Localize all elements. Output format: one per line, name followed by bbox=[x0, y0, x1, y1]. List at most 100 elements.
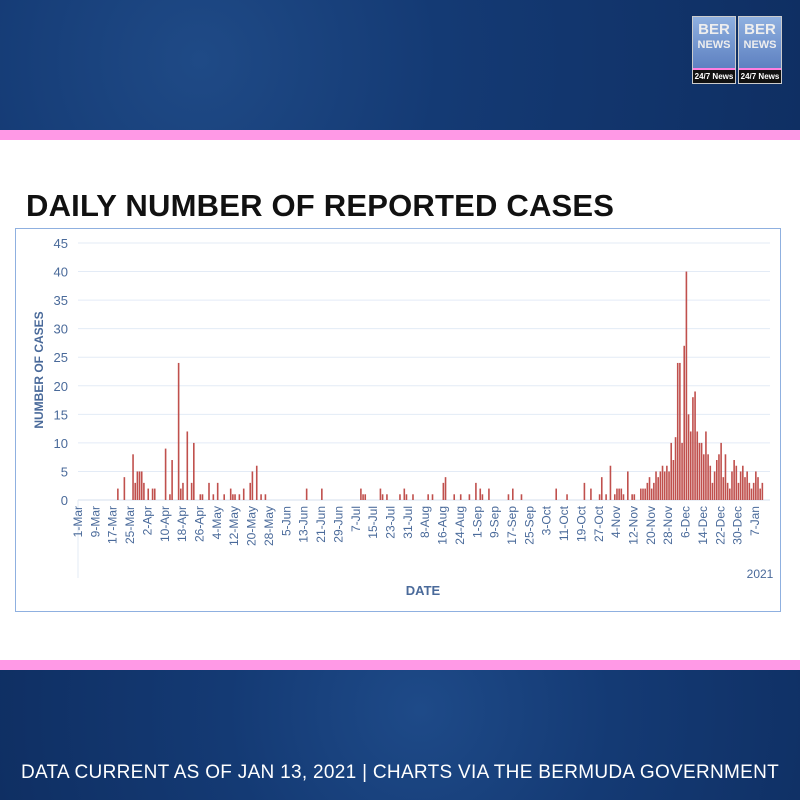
bar bbox=[190, 482, 193, 500]
y-tick-label: 5 bbox=[61, 464, 68, 479]
bar bbox=[711, 482, 714, 500]
bar bbox=[360, 488, 362, 500]
bar bbox=[681, 442, 683, 500]
y-axis-title: NUMBER OF CASES bbox=[32, 311, 46, 428]
x-tick-label: 21-Jun bbox=[314, 506, 328, 543]
bar bbox=[431, 494, 434, 500]
chart-title: DAILY NUMBER OF REPORTED CASES bbox=[26, 188, 615, 223]
bar bbox=[583, 482, 586, 500]
x-tick-label: 1-Sep bbox=[470, 506, 484, 538]
bar bbox=[752, 482, 755, 500]
x-tick-label: 9-Mar bbox=[88, 506, 102, 537]
bar bbox=[255, 465, 258, 500]
bar bbox=[674, 437, 677, 500]
bar bbox=[512, 488, 514, 500]
x-tick-label: 30-Dec bbox=[731, 506, 745, 545]
bar bbox=[147, 488, 150, 500]
bar bbox=[657, 477, 659, 500]
bar bbox=[321, 488, 323, 500]
x-tick-label: 31-Jul bbox=[401, 506, 415, 539]
bar bbox=[555, 488, 557, 500]
bar bbox=[134, 482, 137, 500]
bar bbox=[661, 465, 664, 500]
bar bbox=[692, 397, 694, 500]
bar bbox=[405, 494, 408, 500]
bar bbox=[212, 494, 215, 500]
bar bbox=[720, 442, 722, 500]
bar bbox=[143, 482, 145, 500]
year-label: 2021 bbox=[747, 567, 774, 581]
bar bbox=[234, 494, 236, 500]
bar bbox=[459, 494, 462, 500]
x-tick-label: 3-Oct bbox=[540, 505, 554, 535]
bar bbox=[264, 494, 267, 500]
x-tick-label: 2-Apr bbox=[140, 506, 154, 535]
bar bbox=[613, 494, 616, 500]
bar bbox=[633, 494, 636, 500]
bar bbox=[696, 431, 699, 500]
bar bbox=[399, 494, 401, 500]
x-tick-label: 16-Aug bbox=[436, 506, 450, 545]
bar bbox=[403, 488, 406, 500]
x-tick-label: 28-May bbox=[262, 506, 276, 546]
bar bbox=[153, 488, 156, 500]
pink-divider bbox=[0, 660, 800, 670]
bar bbox=[412, 494, 414, 500]
bar bbox=[186, 431, 189, 500]
bar bbox=[179, 488, 182, 500]
bar bbox=[644, 488, 646, 500]
bar bbox=[618, 488, 620, 500]
chart-frame bbox=[15, 228, 781, 612]
bar bbox=[566, 494, 568, 500]
y-tick-label: 20 bbox=[54, 379, 68, 394]
x-tick-label: 12-Nov bbox=[627, 506, 641, 545]
bar bbox=[640, 488, 642, 500]
bar bbox=[689, 431, 692, 500]
x-tick-label: 24-Aug bbox=[453, 506, 467, 545]
bar bbox=[653, 482, 655, 500]
logo-face: BER NEWS 24/7 News bbox=[738, 16, 782, 84]
y-tick-label: 25 bbox=[54, 350, 68, 365]
x-tick-label: 8-Aug bbox=[418, 506, 432, 538]
y-tick-label: 40 bbox=[54, 265, 68, 280]
x-tick-label: 1-Mar bbox=[71, 506, 85, 537]
x-tick-label: 7-Jul bbox=[349, 506, 363, 532]
bar bbox=[715, 460, 718, 500]
bar bbox=[705, 431, 707, 500]
x-tick-label: 17-Sep bbox=[505, 506, 519, 545]
bar bbox=[208, 482, 210, 500]
bar bbox=[672, 460, 675, 500]
bar bbox=[679, 362, 681, 500]
x-tick-label: 23-Jul bbox=[383, 506, 397, 539]
bar bbox=[759, 488, 761, 500]
bar bbox=[199, 494, 202, 500]
y-tick-label: 35 bbox=[54, 293, 68, 308]
bar bbox=[746, 471, 748, 500]
bar bbox=[685, 271, 688, 500]
bar bbox=[481, 494, 484, 500]
bar bbox=[627, 471, 629, 500]
x-tick-label: 11-Oct bbox=[557, 505, 571, 541]
x-tick-label: 28-Nov bbox=[661, 506, 675, 545]
bar bbox=[242, 488, 245, 500]
logo-text: BER bbox=[698, 21, 730, 38]
x-tick-label: 27-Oct bbox=[592, 505, 606, 542]
bar bbox=[609, 465, 612, 500]
bar bbox=[442, 482, 445, 500]
pink-divider bbox=[0, 130, 800, 140]
x-tick-label: 4-May bbox=[210, 506, 224, 539]
bar bbox=[700, 442, 703, 500]
x-tick-label: 4-Nov bbox=[609, 506, 623, 538]
bar bbox=[138, 471, 141, 500]
x-tick-label: 19-Oct bbox=[574, 505, 588, 542]
logo-text: 24/7 News bbox=[739, 68, 781, 83]
bar bbox=[670, 442, 673, 500]
logo-face: BER NEWS 24/7 News bbox=[692, 16, 736, 84]
y-tick-label: 10 bbox=[54, 436, 68, 451]
bar bbox=[251, 471, 254, 500]
bar bbox=[379, 488, 382, 500]
bar bbox=[620, 488, 623, 500]
bar bbox=[238, 494, 241, 500]
y-tick-label: 30 bbox=[54, 322, 68, 337]
bar bbox=[232, 494, 234, 500]
